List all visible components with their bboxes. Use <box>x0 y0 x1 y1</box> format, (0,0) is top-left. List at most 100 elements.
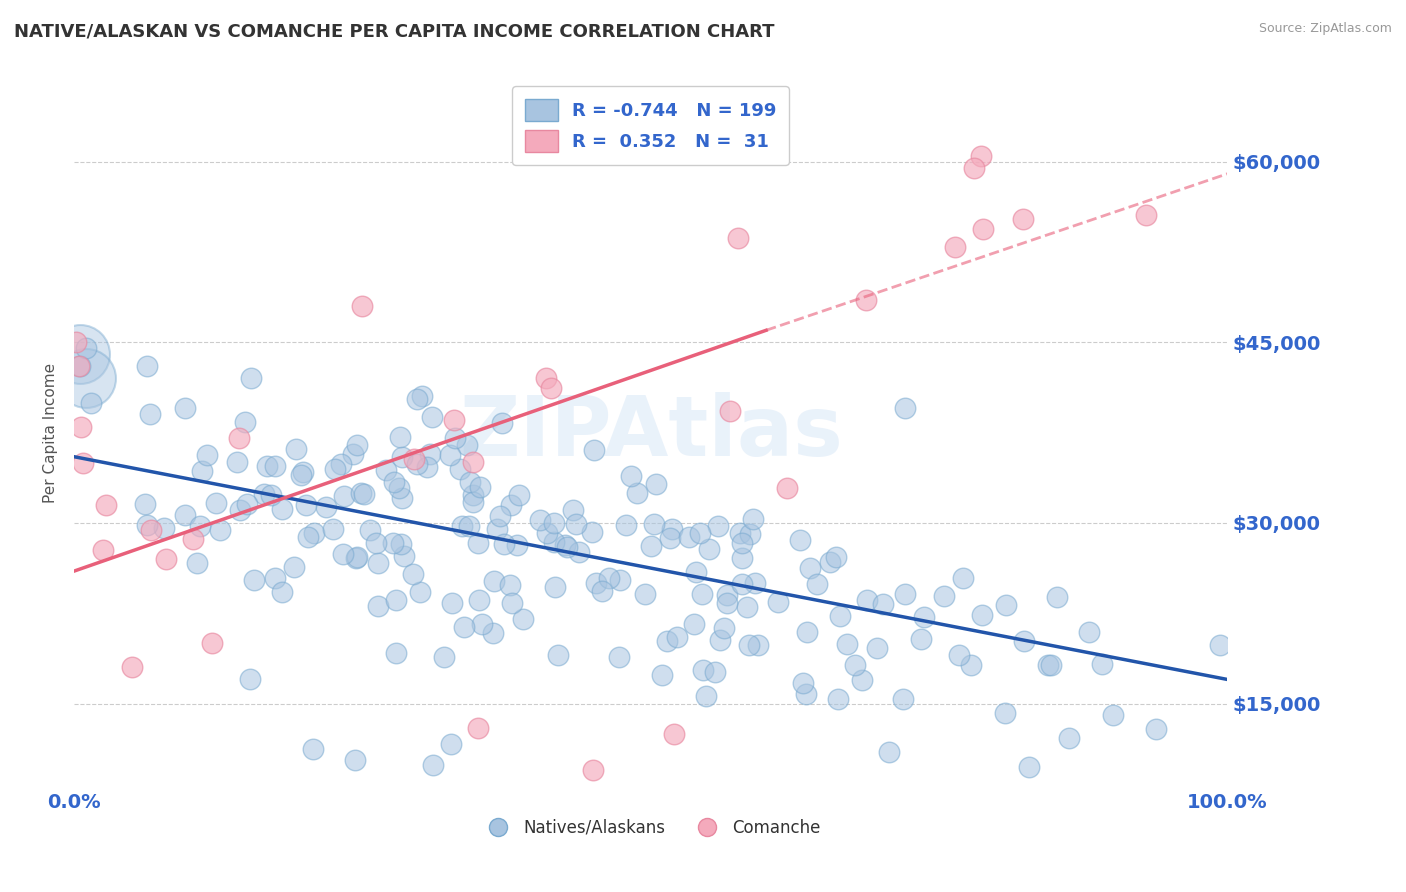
Point <box>467 721 489 735</box>
Point <box>468 593 491 607</box>
Point <box>470 480 492 494</box>
Point <box>402 566 425 581</box>
Point <box>689 526 711 541</box>
Point <box>872 597 894 611</box>
Point <box>482 574 505 588</box>
Point <box>489 509 512 524</box>
Point <box>315 500 337 514</box>
Point <box>844 657 866 672</box>
Point <box>433 649 456 664</box>
Text: ZIPAtlas: ZIPAtlas <box>458 392 842 473</box>
Point <box>344 753 367 767</box>
Point <box>322 522 344 536</box>
Point <box>384 647 406 661</box>
Point <box>662 726 685 740</box>
Point <box>716 596 738 610</box>
Point <box>591 584 613 599</box>
Point <box>1078 625 1101 640</box>
Point <box>75 342 97 356</box>
Point <box>72 456 94 470</box>
Point <box>690 587 713 601</box>
Point <box>529 512 551 526</box>
Point <box>135 518 157 533</box>
Point <box>640 540 662 554</box>
Point <box>565 516 588 531</box>
Point <box>482 625 505 640</box>
Point <box>201 636 224 650</box>
Point <box>645 477 668 491</box>
Point <box>75 371 97 385</box>
Point <box>441 596 464 610</box>
Point <box>796 687 818 701</box>
Legend: Natives/Alaskans, Comanche: Natives/Alaskans, Comanche <box>475 812 827 844</box>
Point <box>69 347 91 361</box>
Point <box>422 758 444 772</box>
Point <box>952 571 974 585</box>
Point <box>879 745 901 759</box>
Point <box>461 455 484 469</box>
Point <box>685 565 707 579</box>
Point <box>471 616 494 631</box>
Point <box>195 448 218 462</box>
Point <box>776 481 799 495</box>
Point <box>825 550 848 565</box>
Point <box>391 491 413 505</box>
Point <box>866 640 889 655</box>
Point <box>420 410 443 425</box>
Point <box>233 415 256 429</box>
Point <box>1057 731 1080 745</box>
Point <box>389 537 412 551</box>
Point <box>239 673 262 687</box>
Point <box>536 525 558 540</box>
Point <box>1012 212 1035 227</box>
Point <box>492 537 515 551</box>
Point <box>747 638 769 652</box>
Point <box>626 485 648 500</box>
Point <box>80 395 103 409</box>
Point <box>828 609 851 624</box>
Point <box>388 481 411 495</box>
Point <box>366 536 388 550</box>
Point <box>458 475 481 490</box>
Point <box>456 438 478 452</box>
Point <box>174 508 197 523</box>
Point <box>416 460 439 475</box>
Point <box>731 535 754 549</box>
Point <box>932 589 955 603</box>
Point <box>256 459 278 474</box>
Point <box>543 535 565 549</box>
Point <box>297 530 319 544</box>
Point <box>467 536 489 550</box>
Point <box>406 392 429 407</box>
Point <box>557 540 579 554</box>
Point <box>766 595 789 609</box>
Point <box>236 497 259 511</box>
Point <box>70 419 93 434</box>
Point <box>263 571 285 585</box>
Point <box>449 462 471 476</box>
Point <box>228 503 250 517</box>
Point <box>568 545 591 559</box>
Point <box>1102 708 1125 723</box>
Point <box>562 503 585 517</box>
Point <box>657 634 679 648</box>
Point <box>188 518 211 533</box>
Point <box>191 464 214 478</box>
Point <box>389 430 412 444</box>
Point <box>342 446 364 460</box>
Point <box>381 536 404 550</box>
Point <box>385 592 408 607</box>
Point <box>1144 722 1167 736</box>
Point <box>544 580 567 594</box>
Point <box>1040 658 1063 673</box>
Point <box>707 519 730 533</box>
Point <box>1209 638 1232 652</box>
Point <box>744 575 766 590</box>
Point <box>738 526 761 541</box>
Point <box>226 455 249 469</box>
Point <box>463 495 485 509</box>
Point <box>323 462 346 476</box>
Point <box>534 371 557 385</box>
Point <box>501 596 523 610</box>
Point <box>643 517 665 532</box>
